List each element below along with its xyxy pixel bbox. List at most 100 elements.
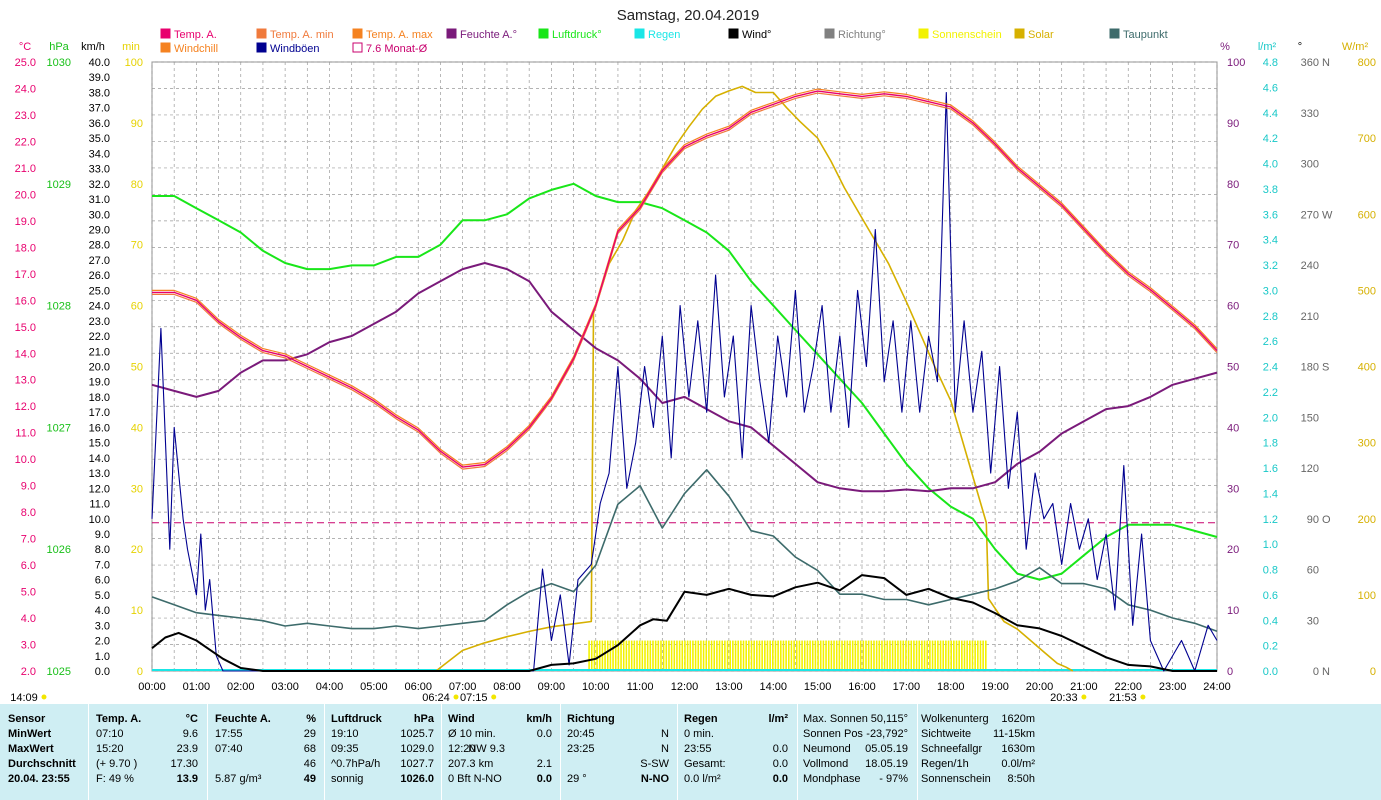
humidity-tick: 10 bbox=[1227, 605, 1239, 617]
axis-unit-direction: ° bbox=[1298, 41, 1302, 53]
wind-time: 0 Bft N-NO bbox=[448, 773, 502, 785]
feuchte-time: 5.87 g/m³ bbox=[215, 773, 262, 785]
legend-label: Luftdruck° bbox=[552, 29, 602, 41]
direction-tick: 330 bbox=[1301, 108, 1319, 120]
x-tick: 14:00 bbox=[759, 681, 787, 693]
richtung-time: 23:25 bbox=[567, 743, 595, 755]
feuchte-unit: % bbox=[306, 713, 316, 725]
legend-swatch bbox=[538, 28, 549, 39]
pressure-tick: 1027 bbox=[47, 422, 71, 434]
wind-tick: 15.0 bbox=[89, 438, 110, 450]
solar-tick: 300 bbox=[1358, 438, 1376, 450]
minutes-tick: 80 bbox=[131, 179, 143, 191]
minutes-tick: 40 bbox=[131, 422, 143, 434]
wind-tick: 24.0 bbox=[89, 301, 110, 313]
x-tick: 22:00 bbox=[1114, 681, 1142, 693]
rain-tick: 2.2 bbox=[1263, 387, 1278, 399]
direction-tick: 180 bbox=[1301, 362, 1319, 374]
wind-tick: 9.0 bbox=[95, 529, 110, 541]
sun-mark bbox=[1081, 694, 1087, 700]
wind-tick: 16.0 bbox=[89, 422, 110, 434]
extra-value: 8:50h bbox=[1007, 773, 1035, 785]
legend-label: Windböen bbox=[270, 43, 320, 55]
humidity-tick: 60 bbox=[1227, 301, 1239, 313]
extra-label: Regen/1h bbox=[921, 758, 969, 770]
sun-mark bbox=[41, 694, 47, 700]
feuchte-value: 46 bbox=[303, 758, 316, 770]
panel-separator bbox=[207, 704, 208, 800]
solar-tick: 400 bbox=[1358, 362, 1376, 374]
richtung-time: 29 ° bbox=[567, 773, 587, 785]
sun-mark bbox=[453, 694, 459, 700]
direction-label: N bbox=[1322, 666, 1330, 678]
rain-tick: 4.8 bbox=[1263, 57, 1278, 69]
row-label: Sensor bbox=[8, 713, 46, 725]
rain-tick: 2.4 bbox=[1263, 362, 1278, 374]
legend-swatch bbox=[728, 28, 739, 39]
rain-tick: 4.4 bbox=[1263, 108, 1278, 120]
pressure-tick: 1025 bbox=[47, 666, 71, 678]
extra-label: Schneefallgr bbox=[921, 743, 983, 755]
minutes-tick: 60 bbox=[131, 301, 143, 313]
legend-label: Sonnenschein bbox=[932, 29, 1002, 41]
feuchte-value: 68 bbox=[303, 743, 316, 755]
legend-swatch bbox=[918, 28, 929, 39]
temp-tick: 14.0 bbox=[15, 348, 36, 360]
temp-tick: 5.0 bbox=[21, 587, 36, 599]
temp-tick: 25.0 bbox=[15, 57, 36, 69]
druck-value: 1027.7 bbox=[400, 758, 434, 770]
wind-tick: 22.0 bbox=[89, 331, 110, 343]
row-label: MinWert bbox=[8, 728, 52, 740]
temp-tick: 16.0 bbox=[15, 295, 36, 307]
legend-swatch bbox=[352, 42, 363, 53]
extra-value: 0.0l/m² bbox=[1001, 758, 1035, 770]
humidity-tick: 70 bbox=[1227, 240, 1239, 252]
temp-tick: 19.0 bbox=[15, 216, 36, 228]
temp-time: F: 49 % bbox=[96, 773, 134, 785]
wind-tick: 40.0 bbox=[89, 57, 110, 69]
astro-value: 05.05.19 bbox=[865, 743, 908, 755]
series-temp-a-max bbox=[152, 88, 1218, 466]
time-mark: 21:53 bbox=[1109, 692, 1137, 704]
x-tick: 13:00 bbox=[715, 681, 743, 693]
humidity-tick: 80 bbox=[1227, 179, 1239, 191]
x-tick: 11:00 bbox=[627, 681, 654, 693]
richtung-time: 20:45 bbox=[567, 728, 595, 740]
legend-swatch bbox=[160, 28, 171, 39]
rain-tick: 4.0 bbox=[1263, 159, 1278, 171]
wind-tick: 32.0 bbox=[89, 179, 110, 191]
legend-label: Richtung° bbox=[838, 29, 886, 41]
x-tick: 04:00 bbox=[316, 681, 344, 693]
rain-tick: 2.6 bbox=[1263, 336, 1278, 348]
x-tick: 06:00 bbox=[404, 681, 432, 693]
legend-label: Temp. A. min bbox=[270, 29, 334, 41]
temp-value: 23.9 bbox=[176, 743, 198, 755]
temp-header: Temp. A. bbox=[96, 713, 142, 725]
rain-tick: 4.2 bbox=[1263, 133, 1278, 145]
astro-label: Mondphase bbox=[803, 773, 861, 785]
wind-tick: 31.0 bbox=[89, 194, 110, 206]
feuchte-value: 49 bbox=[303, 773, 316, 785]
x-tick: 21:00 bbox=[1070, 681, 1098, 693]
wind-tick: 28.0 bbox=[89, 240, 110, 252]
wind-tick: 18.0 bbox=[89, 392, 110, 404]
legend-swatch bbox=[1014, 28, 1025, 39]
x-tick: 01:00 bbox=[183, 681, 211, 693]
wind-tick: 13.0 bbox=[89, 468, 110, 480]
minutes-tick: 0 bbox=[137, 666, 143, 678]
rain-tick: 2.0 bbox=[1263, 412, 1278, 424]
wind-tick: 10.0 bbox=[89, 514, 110, 526]
direction-tick: 300 bbox=[1301, 159, 1319, 171]
wind-tick: 4.0 bbox=[95, 605, 110, 617]
statistics-panel: Sensor MinWert MaxWert Durchschnitt 20.04. 2… bbox=[0, 704, 1381, 800]
wind-value: 0.0 bbox=[536, 728, 552, 740]
temp-tick: 22.0 bbox=[15, 136, 36, 148]
panel-separator bbox=[88, 704, 89, 800]
legend-label: Wind° bbox=[742, 29, 771, 41]
humidity-tick: 50 bbox=[1227, 362, 1239, 374]
legend-label: 7.6 Monat-Ø bbox=[366, 43, 428, 55]
regen-time: Gesamt: bbox=[684, 758, 726, 770]
panel-separator bbox=[560, 704, 561, 800]
extra-label: Sichtweite bbox=[921, 728, 972, 740]
panel-separator bbox=[324, 704, 325, 800]
